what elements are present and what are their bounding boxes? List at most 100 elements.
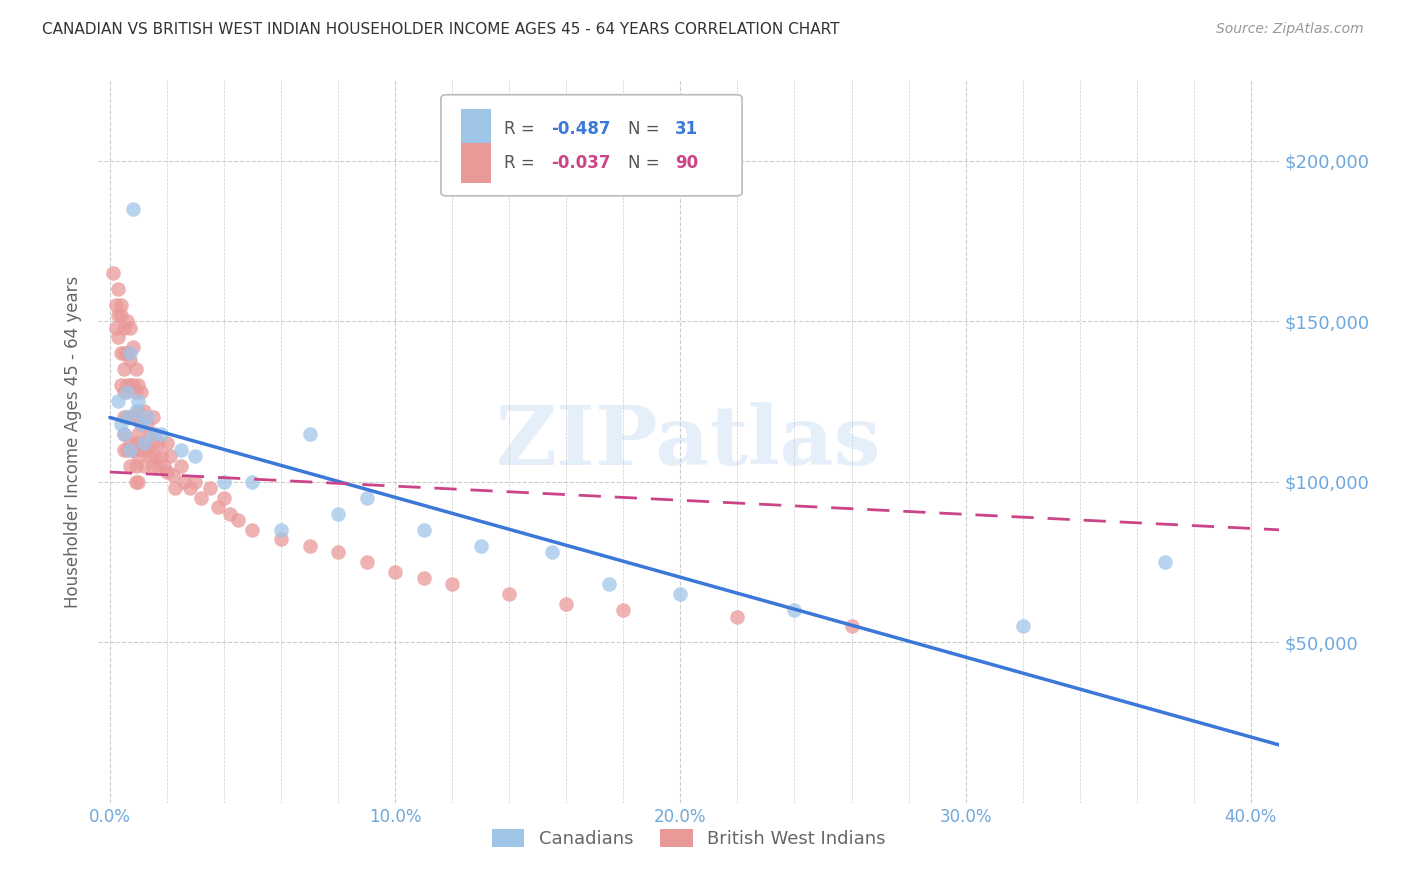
Point bbox=[135, 410, 157, 425]
Point bbox=[118, 436, 141, 450]
Point bbox=[145, 426, 167, 441]
Point bbox=[162, 468, 184, 483]
Point bbox=[129, 417, 152, 431]
Point bbox=[121, 410, 143, 425]
Point bbox=[198, 481, 221, 495]
Point bbox=[127, 426, 149, 441]
Point bbox=[115, 346, 138, 360]
Point bbox=[150, 449, 173, 463]
Point bbox=[107, 394, 129, 409]
Point bbox=[441, 577, 464, 591]
Point bbox=[124, 384, 146, 399]
Point bbox=[112, 426, 135, 441]
Point bbox=[184, 449, 207, 463]
Point bbox=[356, 555, 378, 569]
Text: 90: 90 bbox=[675, 154, 697, 172]
Point bbox=[110, 417, 132, 431]
Point bbox=[270, 523, 292, 537]
Point bbox=[107, 308, 129, 322]
Point bbox=[190, 491, 212, 505]
Point bbox=[156, 436, 179, 450]
Point bbox=[148, 436, 170, 450]
Point bbox=[107, 330, 129, 344]
Point bbox=[118, 378, 141, 392]
Point bbox=[129, 442, 152, 457]
Point bbox=[173, 475, 195, 489]
Point bbox=[156, 465, 179, 479]
Point bbox=[121, 442, 143, 457]
Bar bbox=[461, 109, 491, 149]
Point bbox=[115, 314, 138, 328]
Point bbox=[112, 442, 135, 457]
Text: R =: R = bbox=[503, 154, 540, 172]
Point bbox=[270, 533, 292, 547]
Point bbox=[669, 587, 692, 601]
Point bbox=[498, 587, 520, 601]
Point bbox=[555, 597, 578, 611]
Point bbox=[170, 458, 193, 473]
Text: N =: N = bbox=[627, 154, 665, 172]
Point bbox=[124, 458, 146, 473]
Point bbox=[115, 378, 138, 392]
Point bbox=[127, 475, 149, 489]
Legend: Canadians, British West Indians: Canadians, British West Indians bbox=[485, 822, 893, 855]
Text: R =: R = bbox=[503, 120, 540, 138]
Point bbox=[118, 352, 141, 367]
Point bbox=[112, 426, 135, 441]
Point bbox=[298, 426, 321, 441]
Text: Source: ZipAtlas.com: Source: ZipAtlas.com bbox=[1216, 22, 1364, 37]
Point bbox=[124, 475, 146, 489]
Point bbox=[118, 346, 141, 360]
Text: -0.487: -0.487 bbox=[551, 120, 610, 138]
Point bbox=[725, 609, 748, 624]
Point bbox=[112, 410, 135, 425]
Point bbox=[115, 410, 138, 425]
Point bbox=[124, 436, 146, 450]
Point bbox=[298, 539, 321, 553]
Point bbox=[165, 481, 187, 495]
Point bbox=[121, 340, 143, 354]
Point bbox=[783, 603, 806, 617]
Point bbox=[112, 384, 135, 399]
Point bbox=[153, 458, 176, 473]
Point bbox=[841, 619, 863, 633]
Point bbox=[412, 523, 434, 537]
Point bbox=[142, 436, 165, 450]
Point bbox=[541, 545, 564, 559]
Point bbox=[129, 384, 152, 399]
Point bbox=[127, 449, 149, 463]
Point bbox=[170, 442, 193, 457]
Point bbox=[104, 320, 127, 334]
Point bbox=[139, 449, 162, 463]
Point bbox=[132, 458, 155, 473]
Text: N =: N = bbox=[627, 120, 665, 138]
Point bbox=[212, 475, 235, 489]
Point bbox=[135, 442, 157, 457]
Point bbox=[384, 565, 406, 579]
Point bbox=[124, 362, 146, 376]
Point bbox=[326, 507, 349, 521]
Point bbox=[148, 458, 170, 473]
Point bbox=[212, 491, 235, 505]
Point bbox=[118, 442, 141, 457]
Point bbox=[135, 417, 157, 431]
Point bbox=[412, 571, 434, 585]
Point bbox=[115, 442, 138, 457]
Point bbox=[127, 378, 149, 392]
Point bbox=[132, 436, 155, 450]
Point bbox=[132, 436, 155, 450]
Point bbox=[612, 603, 634, 617]
Point bbox=[356, 491, 378, 505]
Point bbox=[132, 404, 155, 418]
Point bbox=[110, 346, 132, 360]
Point bbox=[145, 449, 167, 463]
Point bbox=[242, 523, 264, 537]
Point bbox=[184, 475, 207, 489]
Point bbox=[326, 545, 349, 559]
Text: ZIPatlas: ZIPatlas bbox=[496, 401, 882, 482]
Bar bbox=[461, 143, 491, 183]
Text: 31: 31 bbox=[675, 120, 697, 138]
Point bbox=[1154, 555, 1177, 569]
Point bbox=[150, 426, 173, 441]
Point bbox=[142, 458, 165, 473]
